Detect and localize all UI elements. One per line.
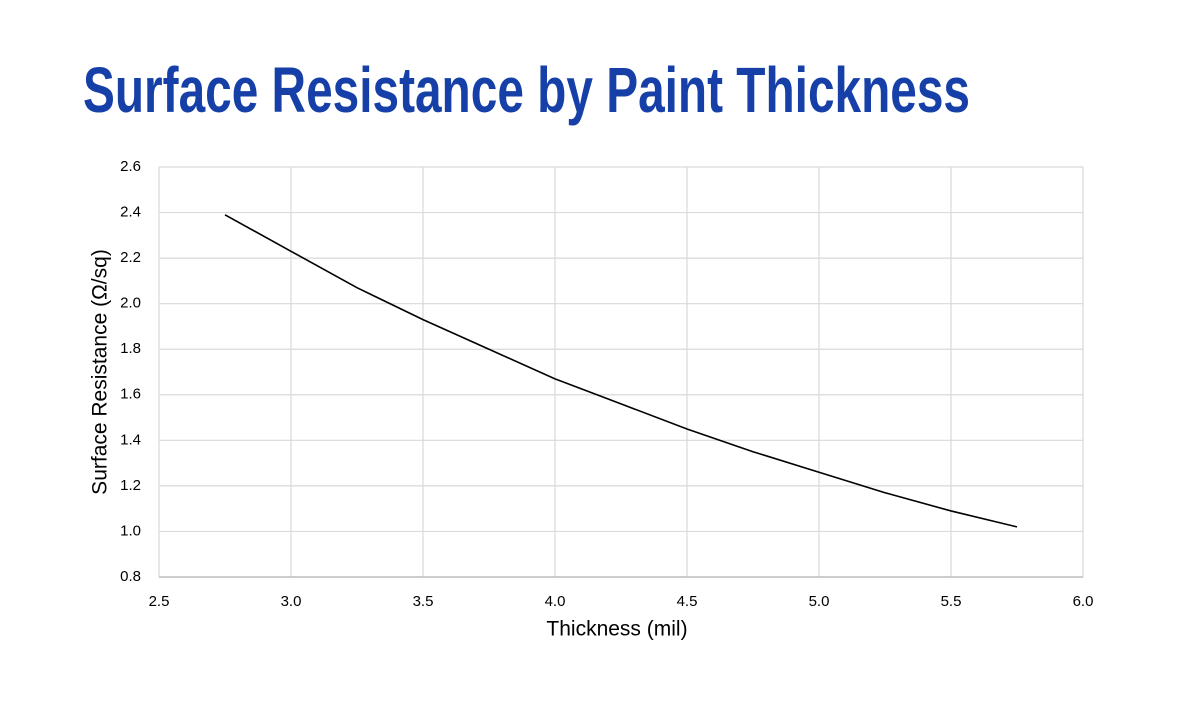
y-tick-label: 1.8 bbox=[120, 340, 141, 357]
y-tick-label: 1.2 bbox=[120, 477, 141, 494]
x-tick-label: 2.5 bbox=[149, 593, 170, 610]
y-tick-label: 0.8 bbox=[120, 568, 141, 585]
y-tick-label: 2.2 bbox=[120, 249, 141, 266]
x-tick-label: 6.0 bbox=[1073, 593, 1094, 610]
y-tick-label: 1.4 bbox=[120, 431, 141, 448]
x-tick-label: 4.0 bbox=[545, 593, 566, 610]
y-tick-label: 1.6 bbox=[120, 386, 141, 403]
y-tick-label: 2.4 bbox=[120, 204, 141, 221]
x-axis-label: Thickness (mil) bbox=[546, 618, 687, 641]
x-tick-label: 3.5 bbox=[413, 593, 434, 610]
data-line bbox=[224, 214, 1018, 528]
x-tick-label: 4.5 bbox=[677, 593, 698, 610]
x-tick-label: 5.0 bbox=[809, 593, 830, 610]
y-tick-label: 2.0 bbox=[120, 295, 141, 312]
x-tick-label: 5.5 bbox=[941, 593, 962, 610]
chart-title: Surface Resistance by Paint Thickness bbox=[83, 54, 970, 126]
y-tick-label: 2.6 bbox=[120, 158, 141, 175]
y-tick-label: 1.0 bbox=[120, 522, 141, 539]
y-axis-label: Surface Resistance (Ω/sq) bbox=[89, 249, 112, 495]
x-tick-label: 3.0 bbox=[281, 593, 302, 610]
